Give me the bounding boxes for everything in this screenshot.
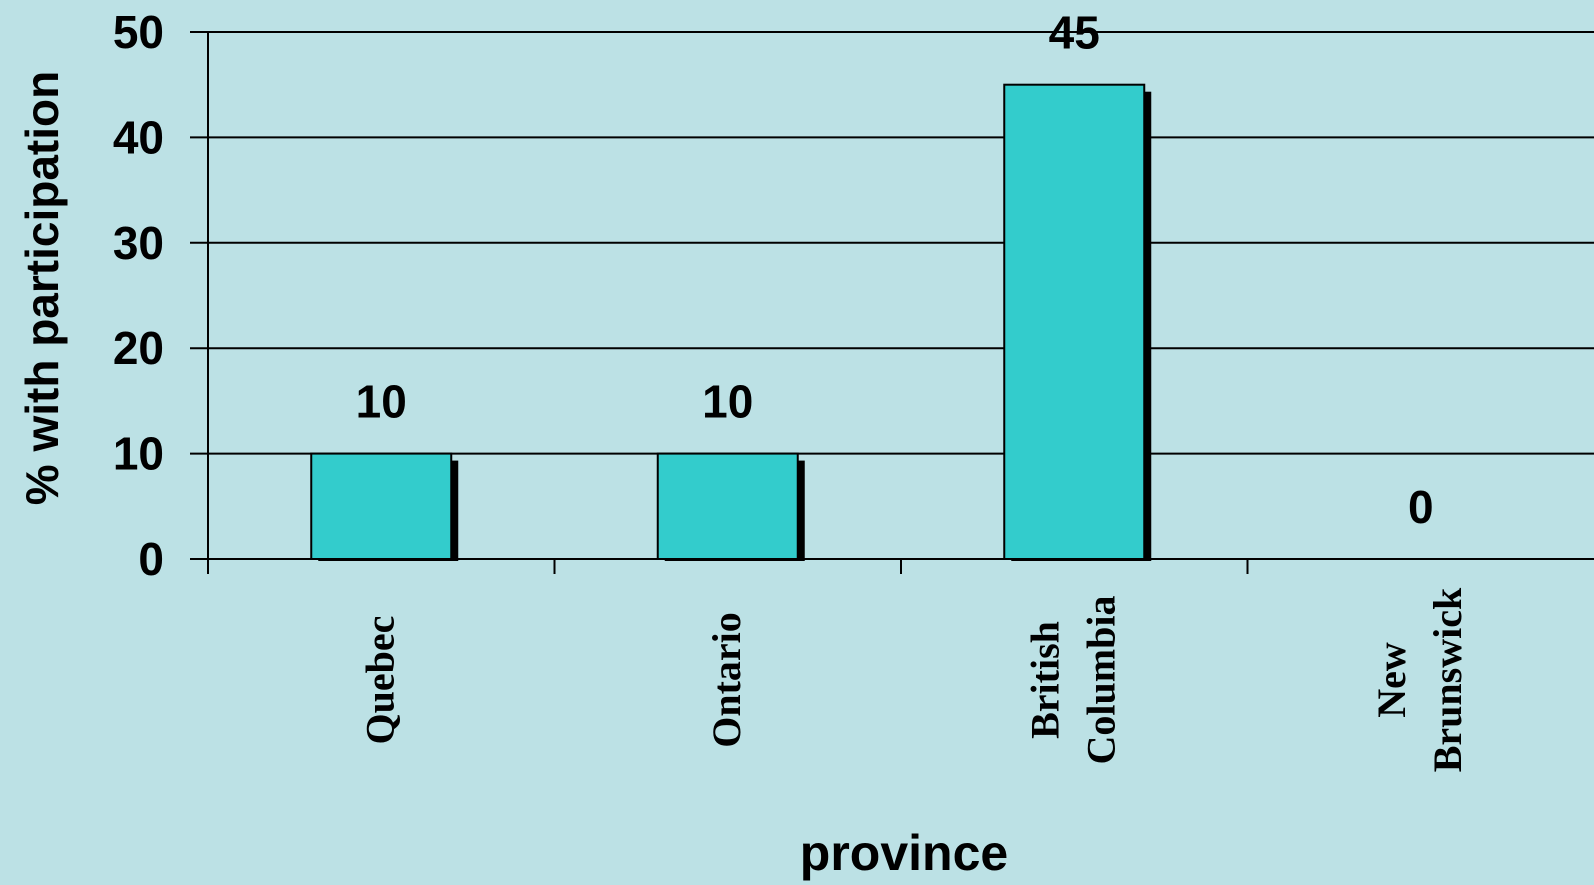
y-axis-label: % with participation (16, 71, 68, 505)
category-label: Ontario (704, 612, 749, 748)
y-tick-label: 10 (113, 428, 164, 480)
category-label: New (1369, 642, 1414, 718)
y-tick-label: 30 (113, 217, 164, 269)
x-axis-label: province (800, 825, 1008, 881)
bar (310, 452, 453, 561)
y-tick-label: 40 (113, 111, 164, 163)
y-tick-label: 20 (113, 322, 164, 374)
category-label: Quebec (357, 616, 402, 745)
axes (190, 31, 1249, 574)
category-label: British (1022, 621, 1067, 739)
y-tick-label: 0 (138, 533, 164, 585)
labels: 0 10 20 30 40 50 10 Quebec 10 Ontario 45 British Col… (113, 6, 1470, 772)
bar (656, 452, 799, 561)
data-label: 45 (1049, 7, 1100, 59)
category-label: Columbia (1078, 596, 1123, 765)
data-label: 10 (356, 376, 407, 428)
data-label: 0 (1408, 481, 1434, 533)
data-label: 10 (702, 376, 753, 428)
category-label: Brunswick (1425, 587, 1470, 772)
y-tick-label: 50 (113, 6, 164, 58)
bars (310, 83, 1152, 561)
bar (1003, 83, 1146, 560)
